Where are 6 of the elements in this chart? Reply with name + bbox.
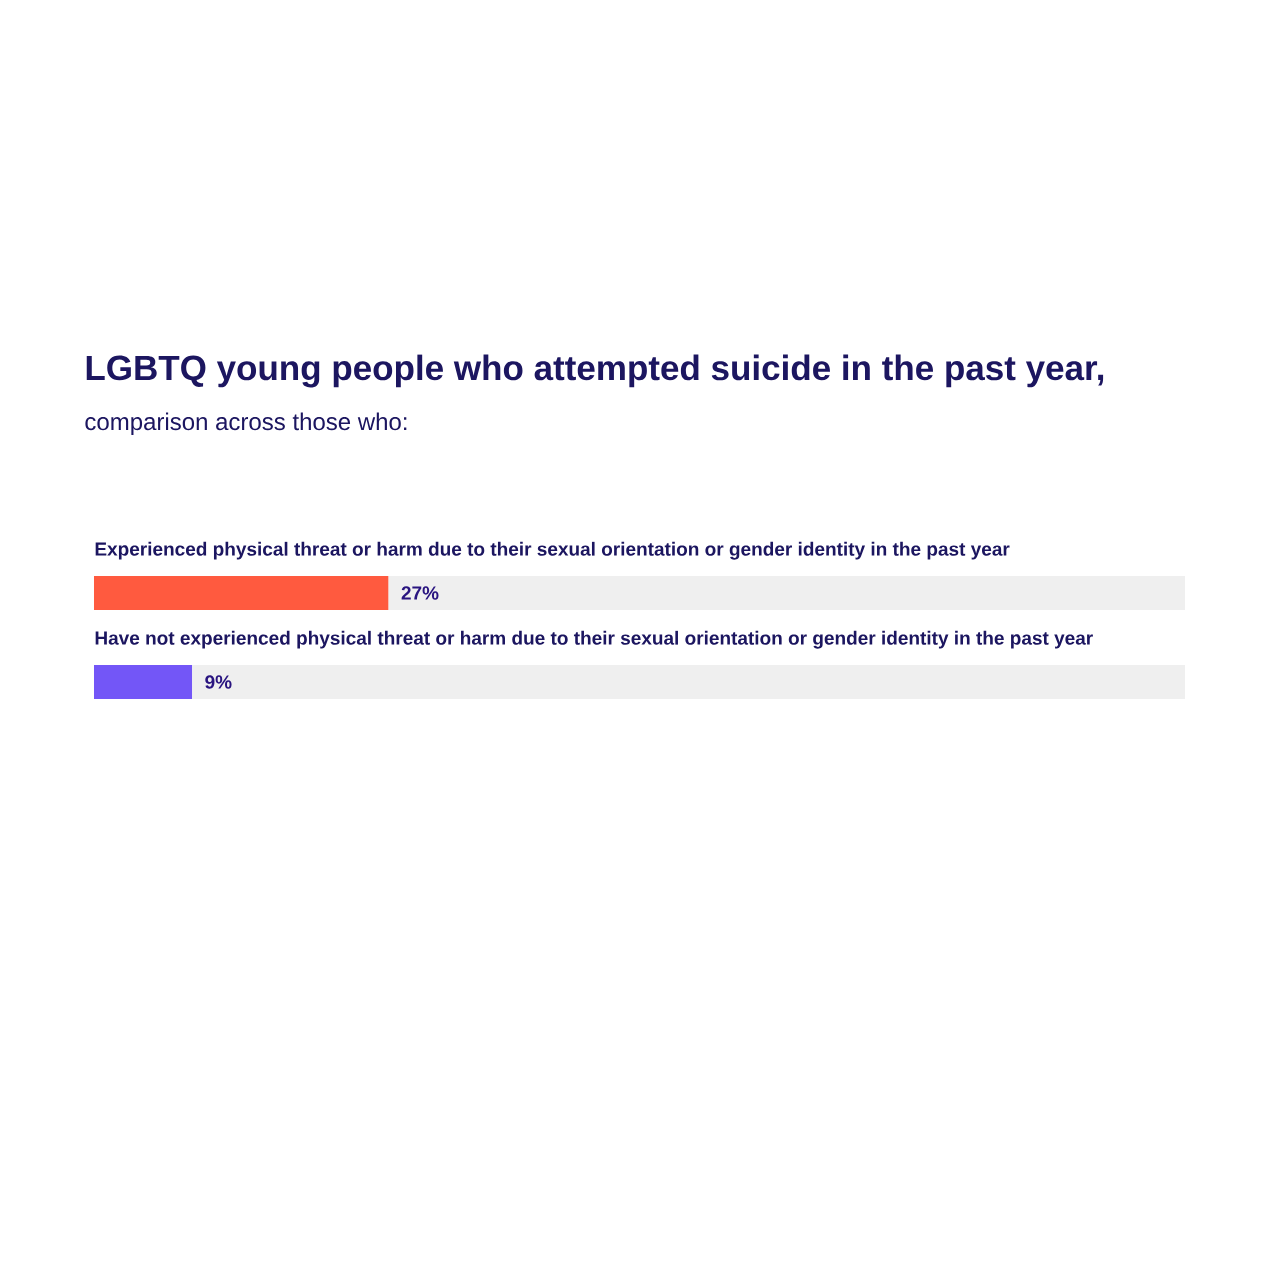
- chart-subtitle: comparison across those who:: [85, 412, 407, 435]
- y-tick-label: Experienced physical threat or harm due to their sexual orientation or gender identity in the past year: [95, 541, 1010, 560]
- y-tick-label: Have not experienced physical threat or harm due to their sexual orientation or gender identity in the past year: [95, 630, 1093, 649]
- data-label: 9%: [205, 675, 232, 689]
- chart-title: LGBTQ young people who attempted suicide in the past year,: [86, 354, 1104, 388]
- data-label: 27%: [401, 586, 439, 600]
